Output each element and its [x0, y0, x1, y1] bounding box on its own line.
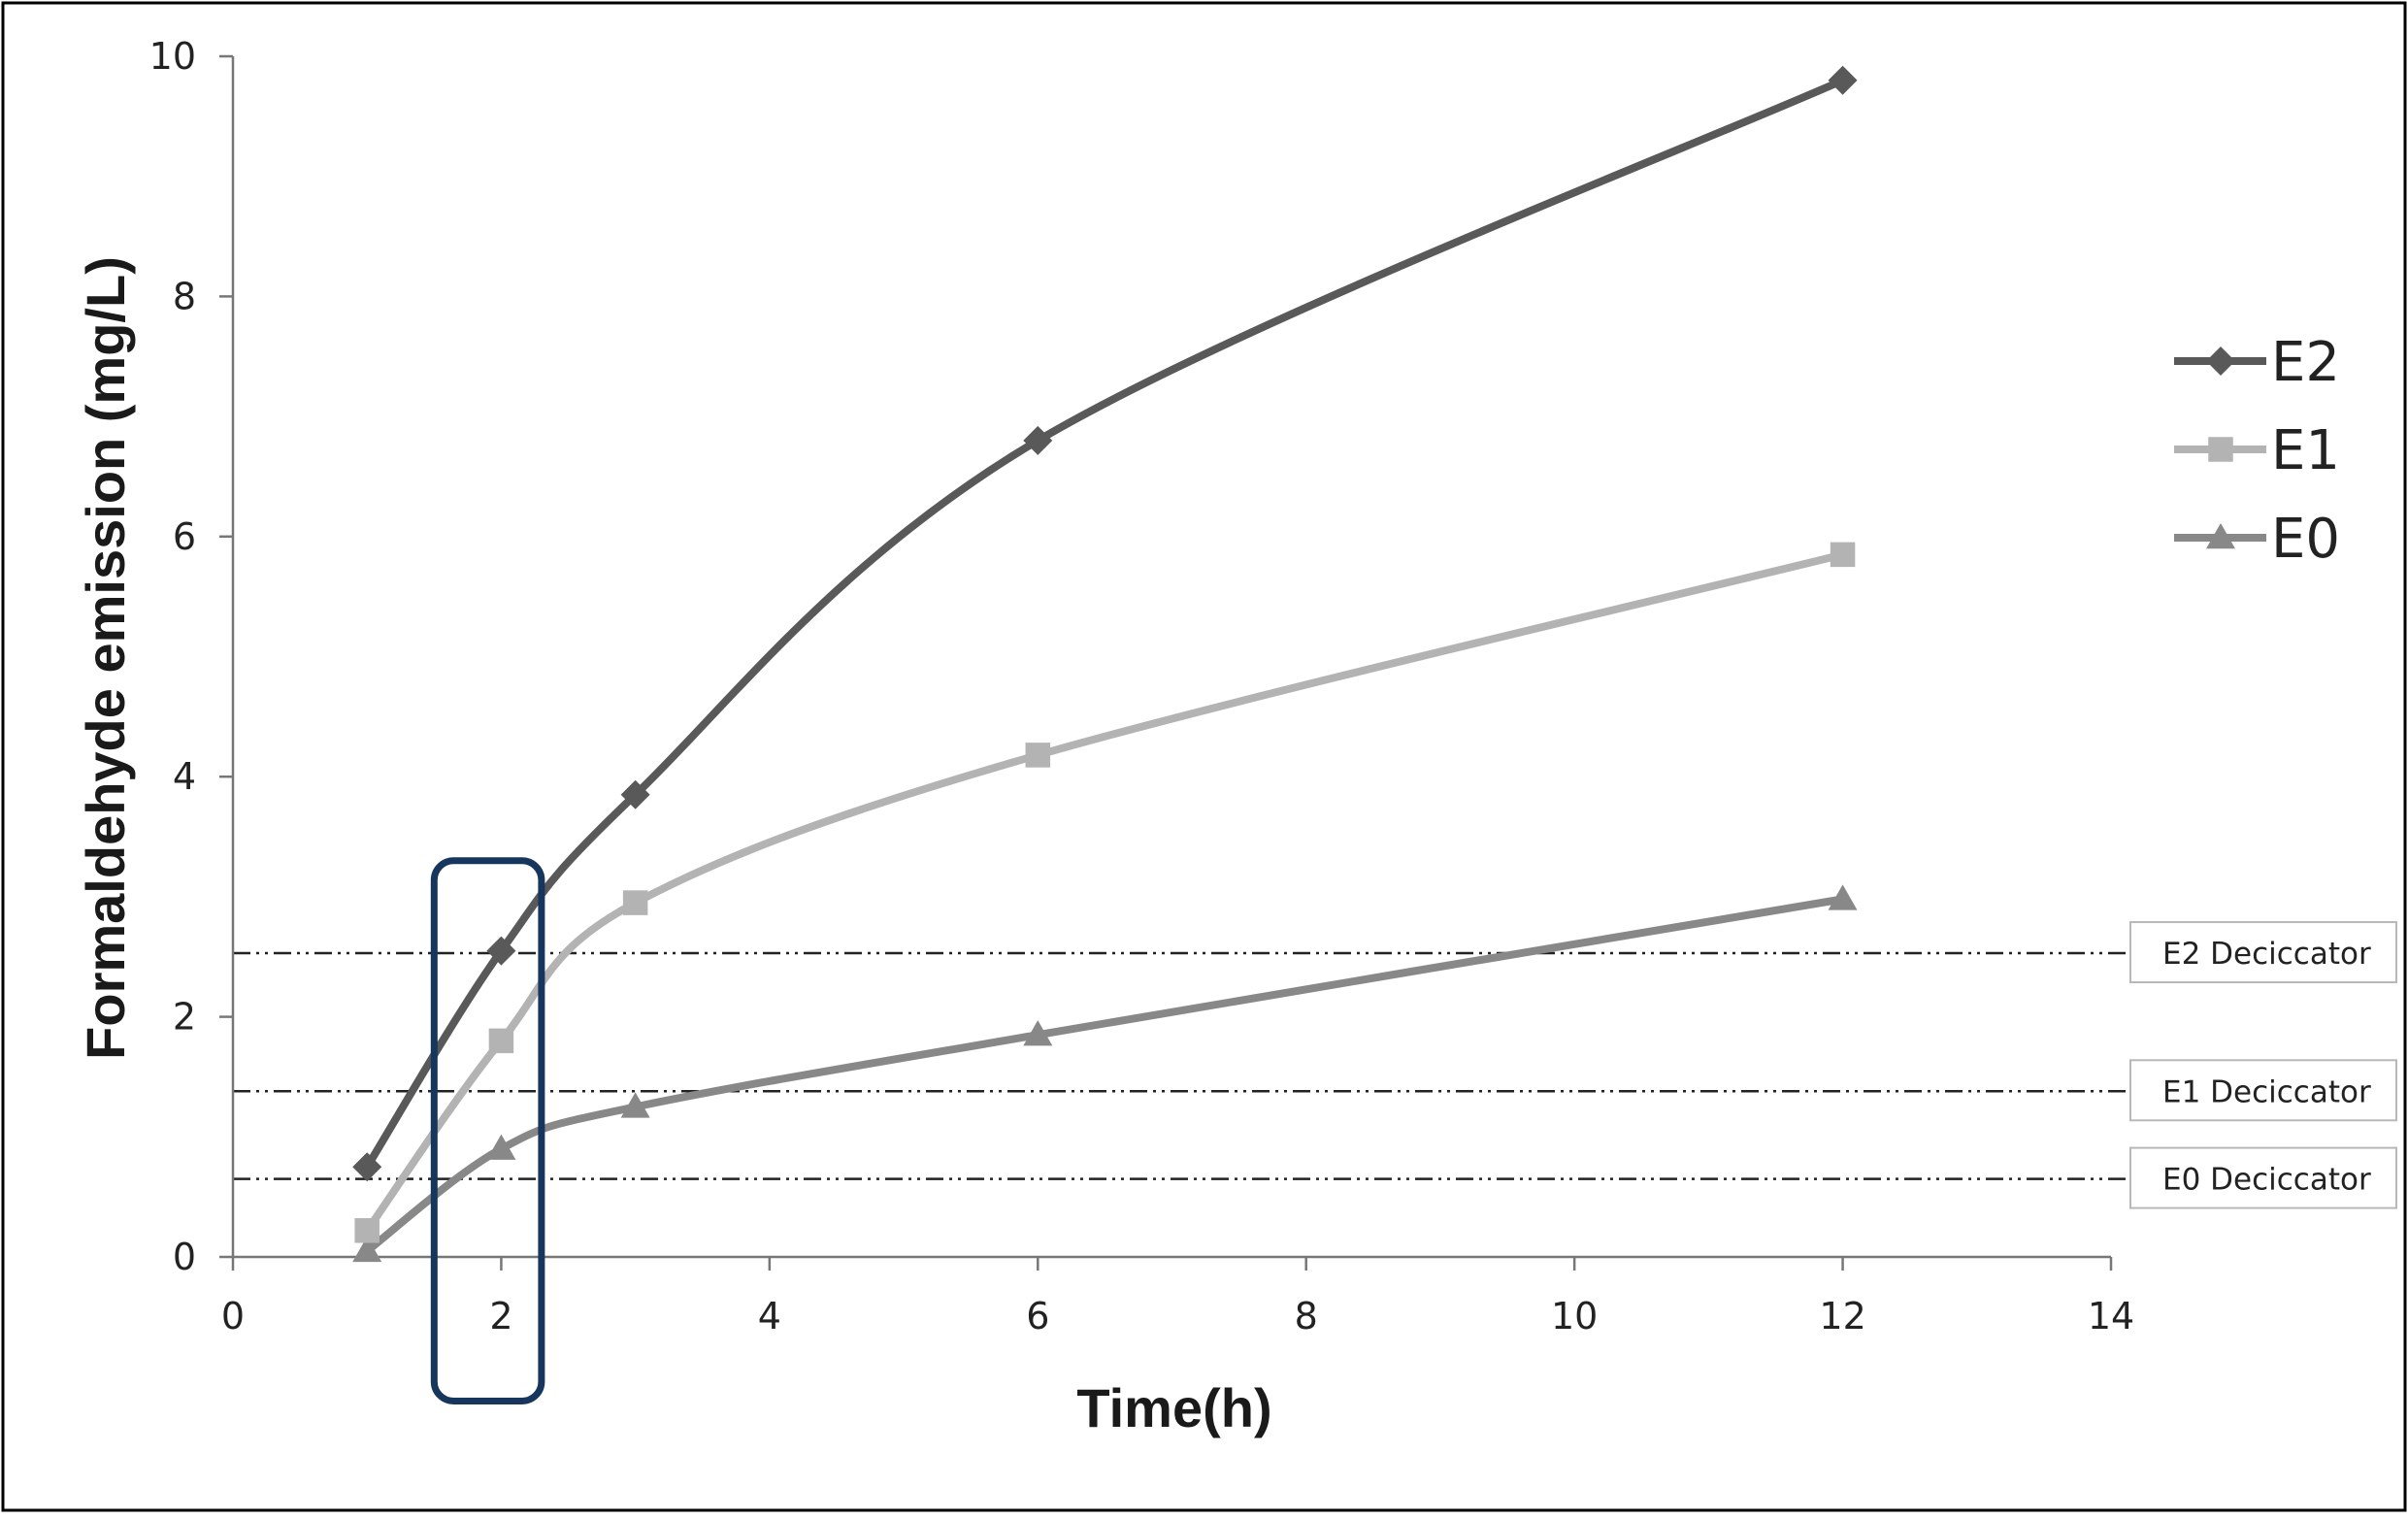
- data-point: [486, 936, 516, 966]
- data-point: [620, 1092, 650, 1118]
- x-tick-label: 6: [1026, 1295, 1049, 1337]
- series-e2: [352, 65, 1858, 1182]
- legend-marker: [2208, 437, 2233, 462]
- legend: E2 E1 E0: [2174, 331, 2340, 571]
- legend-label: E2: [2271, 331, 2340, 394]
- legend-item-e1: E1: [2174, 419, 2340, 482]
- legend-marker: [2206, 347, 2235, 376]
- x-tick-label: 2: [489, 1295, 512, 1337]
- data-point: [1830, 542, 1856, 568]
- legend-item-e2: E2: [2174, 331, 2340, 394]
- x-tick-label: 10: [1551, 1295, 1598, 1337]
- series-e1: [354, 542, 1856, 1243]
- reference-label: E2 Deciccator: [2162, 937, 2371, 972]
- legend-marker: [2206, 523, 2235, 549]
- data-point: [1023, 1020, 1053, 1046]
- x-axis-title: Time(h): [1076, 1377, 1271, 1438]
- reference-label: E1 Deciccator: [2162, 1074, 2371, 1109]
- highlight-box: [430, 857, 545, 1404]
- data-point: [622, 890, 648, 915]
- highlight-layer: [430, 857, 545, 1404]
- reference-label: E0 Deciccator: [2162, 1163, 2371, 1198]
- data-point: [354, 1218, 379, 1243]
- y-tick-label: 2: [173, 996, 196, 1039]
- x-tick-label: 12: [1819, 1295, 1865, 1337]
- x-tick-label: 0: [221, 1295, 245, 1337]
- legend-item-e0: E0: [2174, 508, 2340, 571]
- data-point: [1025, 743, 1051, 768]
- y-axis-title: Formaldehyde emission (mg/L): [75, 256, 136, 1060]
- data-point: [486, 1134, 516, 1160]
- x-tick-label: 8: [1295, 1295, 1318, 1337]
- reference-label-box: [2129, 921, 2397, 984]
- data-point: [352, 1152, 382, 1182]
- data-point: [1023, 425, 1053, 455]
- data-point: [1828, 884, 1858, 910]
- axes: 0 2 4 6 8 10 12 14 0 2 4 6 8 10: [149, 35, 2135, 1337]
- series-layer: [352, 65, 1858, 1263]
- y-tick-label: 4: [173, 755, 196, 798]
- y-tick-label: 6: [173, 515, 196, 558]
- reference-lines: E2 Deciccator E1 Deciccator E0 Deciccator: [233, 921, 2397, 1209]
- y-tick-label: 8: [173, 275, 196, 317]
- legend-label: E1: [2271, 419, 2340, 482]
- data-point: [620, 779, 650, 809]
- series-line: [363, 550, 1847, 1235]
- reference-label-box: [2129, 1059, 2397, 1122]
- reference-label-box: [2129, 1146, 2397, 1209]
- y-tick-label: 10: [149, 35, 196, 78]
- data-point: [352, 1236, 382, 1263]
- legend-label: E0: [2271, 508, 2340, 571]
- x-tick-label: 4: [758, 1295, 781, 1337]
- data-point: [1828, 65, 1858, 95]
- y-tick-label: 0: [173, 1236, 196, 1278]
- series-e0: [352, 884, 1858, 1263]
- x-tick-label: 14: [2088, 1295, 2134, 1337]
- series-line: [363, 76, 1847, 1172]
- data-point: [488, 1028, 514, 1054]
